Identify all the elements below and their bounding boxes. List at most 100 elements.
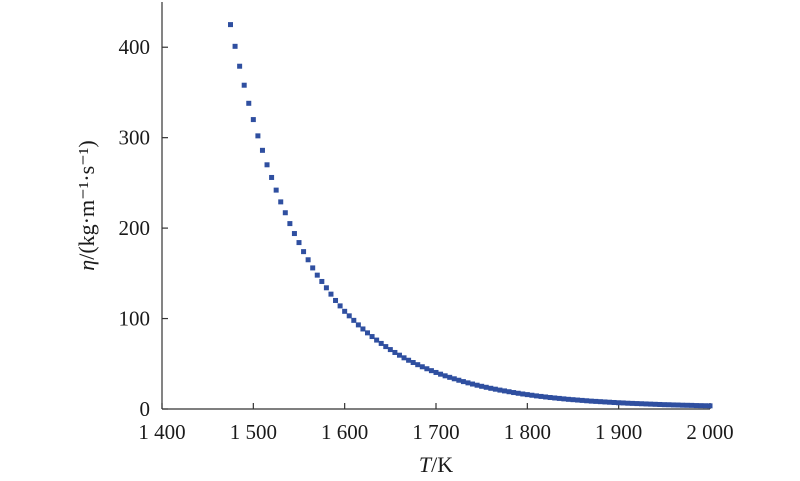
data-point — [524, 392, 530, 398]
data-point — [406, 357, 412, 363]
data-point — [657, 401, 663, 407]
data-point — [620, 400, 626, 406]
data-point — [680, 402, 686, 408]
data-point — [611, 399, 617, 405]
data-point — [415, 362, 421, 368]
data-point — [228, 22, 233, 28]
axis-labels: T/K η/(kg·m⁻¹·s⁻¹) — [74, 140, 453, 477]
data-point — [515, 390, 521, 396]
data-point — [520, 391, 526, 397]
data-point — [396, 352, 402, 358]
y-axis-title: η/(kg·m⁻¹·s⁻¹) — [74, 140, 99, 270]
data-point — [547, 395, 553, 401]
data-point — [552, 395, 558, 401]
x-tick-label: 2 000 — [686, 420, 733, 444]
data-point — [428, 368, 434, 374]
x-tick-label: 1 500 — [230, 420, 277, 444]
data-point — [533, 393, 539, 399]
data-point — [451, 376, 457, 382]
data-point — [365, 330, 370, 336]
data-point — [438, 371, 444, 377]
x-tick-label: 1 400 — [138, 420, 185, 444]
data-point — [369, 334, 375, 340]
data-point — [447, 374, 453, 380]
data-point — [702, 403, 708, 409]
data-point — [241, 82, 247, 88]
data-point — [287, 221, 293, 227]
data-point — [597, 399, 603, 405]
data-point — [264, 162, 270, 168]
data-point — [625, 400, 631, 406]
data-point — [575, 397, 581, 403]
data-point — [689, 402, 695, 408]
data-point — [392, 349, 398, 355]
data-point — [579, 397, 585, 403]
data-point — [337, 303, 343, 309]
data-point — [419, 364, 425, 370]
x-tick-label: 1 700 — [412, 420, 459, 444]
x-tick-label: 1 600 — [321, 420, 368, 444]
data-point — [479, 383, 485, 389]
data-point — [470, 381, 476, 387]
data-point — [588, 398, 594, 404]
y-axis-title-unit: /(kg·m⁻¹·s⁻¹) — [74, 140, 99, 260]
data-point — [607, 399, 613, 405]
data-point — [374, 337, 380, 343]
data-point — [305, 257, 311, 263]
data-point — [670, 402, 676, 408]
data-point — [269, 174, 275, 180]
data-point — [483, 384, 489, 390]
data-point — [488, 385, 494, 391]
data-point — [652, 401, 658, 407]
data-point — [639, 401, 644, 407]
data-point — [511, 390, 517, 396]
data-point — [259, 147, 265, 153]
data-point — [378, 340, 384, 346]
x-tick-label: 1 900 — [595, 420, 642, 444]
data-point — [278, 199, 284, 205]
data-point — [648, 401, 654, 407]
data-point — [291, 231, 297, 237]
x-tick-label: 1 800 — [504, 420, 551, 444]
data-point — [310, 265, 316, 271]
data-point — [675, 402, 681, 408]
data-point — [250, 117, 256, 123]
y-tick-label: 200 — [119, 216, 151, 240]
data-point — [570, 397, 576, 403]
data-point — [342, 308, 348, 314]
data-point — [460, 379, 466, 385]
data-point — [584, 398, 590, 404]
data-point — [684, 402, 690, 408]
data-point — [538, 393, 544, 399]
data-point — [355, 322, 361, 328]
data-point — [593, 398, 599, 404]
data-point — [629, 400, 635, 406]
data-point — [282, 210, 288, 216]
data-point — [707, 403, 713, 409]
y-axis-title-symbol: η — [74, 260, 99, 271]
data-point — [410, 360, 416, 366]
data-point — [456, 377, 462, 383]
data-point — [237, 63, 243, 69]
data-point — [323, 285, 329, 291]
data-point — [556, 395, 562, 401]
data-point — [246, 100, 252, 106]
data-point — [666, 402, 672, 408]
data-point — [561, 396, 567, 402]
data-point — [314, 272, 320, 278]
data-point — [328, 291, 334, 297]
data-point — [502, 388, 507, 394]
data-point — [273, 187, 279, 193]
data-point — [383, 344, 389, 350]
data-point — [255, 133, 261, 139]
y-tick-label: 300 — [119, 126, 151, 150]
data-point — [661, 402, 667, 408]
x-axis-title-unit: /K — [431, 452, 453, 477]
data-point — [602, 399, 608, 405]
data-point — [296, 240, 302, 246]
data-point — [333, 297, 339, 303]
data-point — [401, 355, 407, 361]
data-point — [442, 373, 448, 379]
